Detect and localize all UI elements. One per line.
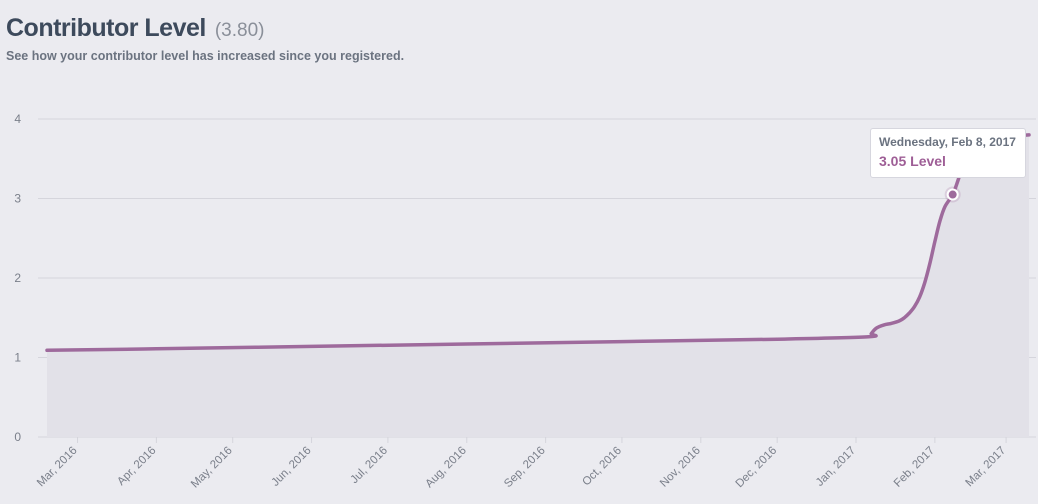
y-tick-label: 4 bbox=[14, 112, 21, 126]
chart-tooltip: Wednesday, Feb 8, 2017 3.05 Level bbox=[870, 128, 1026, 178]
x-tick-label: Aug, 2016 bbox=[423, 445, 469, 491]
tooltip-value: 3.05 Level bbox=[879, 153, 1017, 169]
tooltip-level-unit: Level bbox=[910, 153, 946, 169]
x-tick-label: Nov, 2016 bbox=[658, 445, 703, 490]
x-tick-label: Jul, 2016 bbox=[349, 445, 390, 486]
x-tick-label: Dec, 2016 bbox=[734, 445, 780, 491]
x-tick-label: Sep, 2016 bbox=[502, 445, 548, 491]
current-level-value: (3.80) bbox=[214, 20, 265, 41]
x-tick-label: Oct, 2016 bbox=[580, 445, 624, 489]
x-tick-label: Mar, 2017 bbox=[964, 445, 1009, 490]
title-row: Contributor Level (3.80) bbox=[6, 14, 404, 43]
page-subtitle: See how your contributor level has incre… bbox=[6, 49, 405, 63]
y-tick-label: 3 bbox=[14, 192, 21, 206]
highlight-point bbox=[946, 188, 959, 201]
y-tick-label: 0 bbox=[14, 430, 21, 444]
x-tick-label: Mar, 2016 bbox=[35, 445, 80, 490]
y-tick-label: 1 bbox=[14, 351, 21, 365]
tooltip-date: Wednesday, Feb 8, 2017 bbox=[879, 135, 1016, 149]
page-title: Contributor Level bbox=[6, 14, 206, 42]
chart-header: Contributor Level (3.80) See how your co… bbox=[6, 14, 404, 63]
tooltip-level-number: 3.05 bbox=[879, 153, 907, 169]
y-tick-label: 2 bbox=[14, 271, 21, 285]
x-tick-label: Jun, 2016 bbox=[270, 445, 314, 489]
series-area bbox=[47, 134, 1029, 437]
x-tick-label: May, 2016 bbox=[189, 445, 235, 491]
x-tick-label: Jan, 2017 bbox=[814, 445, 858, 489]
x-tick-label: Feb, 2017 bbox=[892, 445, 937, 490]
x-tick-label: Apr, 2016 bbox=[115, 445, 158, 488]
